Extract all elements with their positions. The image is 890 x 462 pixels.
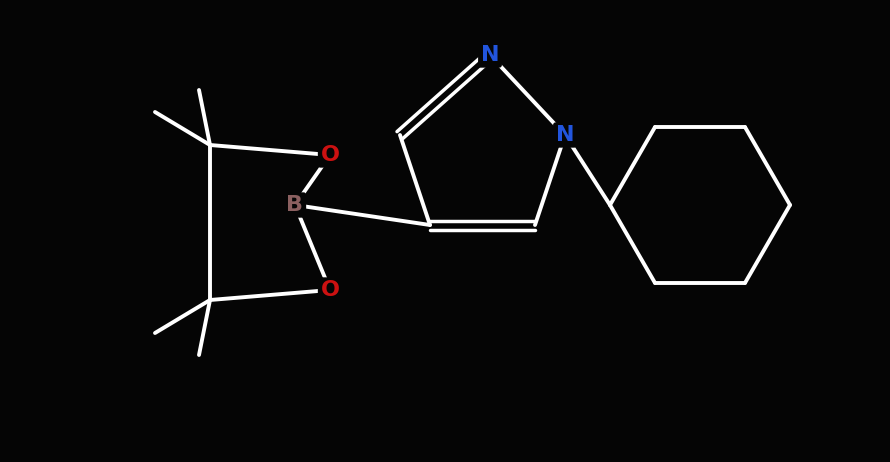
- Text: O: O: [320, 280, 339, 300]
- Text: N: N: [481, 45, 499, 65]
- Text: B: B: [287, 195, 303, 215]
- Text: N: N: [555, 125, 574, 145]
- Text: O: O: [320, 145, 339, 165]
